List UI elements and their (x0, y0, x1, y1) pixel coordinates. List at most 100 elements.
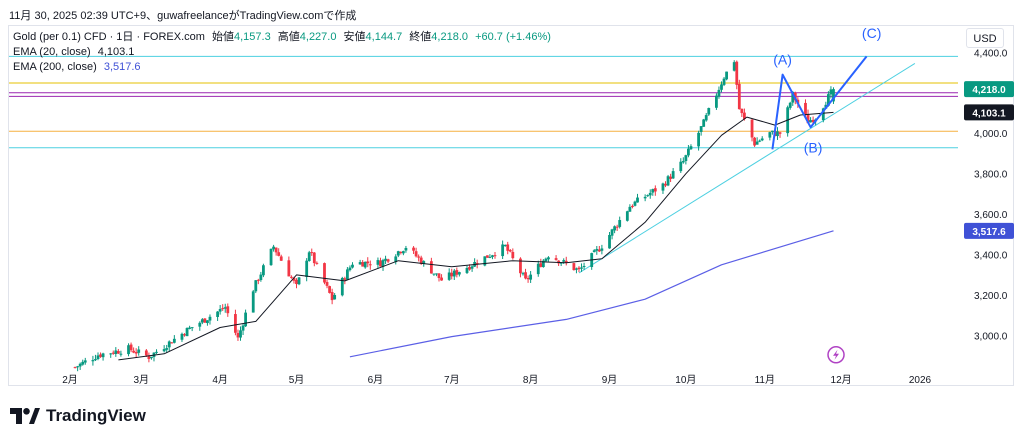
candle-body (226, 306, 230, 314)
candle (770, 130, 774, 135)
candle (376, 257, 380, 269)
candle (740, 108, 744, 118)
y-tick-label: 3,000.0 (974, 332, 1008, 343)
legend-ema20-row[interactable]: EMA (20, close) 4,103.1 (13, 46, 135, 58)
candle (526, 275, 530, 283)
candle (457, 271, 461, 277)
candle-body (292, 277, 296, 281)
candle-body (368, 264, 372, 266)
candle-body (396, 251, 400, 256)
x-tick-label: 12月 (831, 374, 852, 386)
candle (399, 251, 403, 255)
candle-body (358, 262, 362, 265)
candle (725, 71, 728, 81)
candle-body (315, 262, 319, 264)
candle (829, 86, 833, 99)
candle (307, 250, 311, 262)
candle-body (804, 102, 807, 115)
candle (272, 244, 275, 252)
candle (297, 277, 301, 286)
candle (381, 258, 385, 271)
candle-body (170, 342, 174, 344)
candle-body (664, 183, 667, 186)
candle-body (333, 294, 337, 300)
candle-body (577, 267, 581, 270)
candle-body (101, 353, 105, 358)
chart-legend: Gold (per 0.1) CFD · 1日 · FOREX.com 始値4,… (13, 30, 551, 75)
candle-body (119, 353, 123, 355)
candle (144, 349, 148, 357)
currency-selector[interactable]: USD (966, 28, 1004, 48)
candle-body (689, 146, 693, 150)
trendline (578, 62, 916, 274)
x-tick-label: 9月 (602, 374, 618, 386)
candle-body (488, 256, 492, 258)
candle-body (127, 345, 130, 355)
flash-icon-ring (827, 346, 845, 364)
candle (524, 268, 527, 280)
x-tick-label: 4月 (212, 374, 228, 386)
candle-body (272, 246, 275, 250)
candle (592, 249, 596, 253)
candle-body (753, 137, 756, 146)
candle (618, 216, 622, 229)
open-value: 4,157.3 (234, 31, 271, 43)
x-tick-label: 5月 (289, 374, 305, 386)
candle (503, 244, 507, 247)
candle (129, 342, 133, 353)
candle (236, 329, 240, 341)
candle-body (826, 94, 830, 106)
candle (689, 144, 693, 150)
candle (190, 327, 194, 332)
candle-body (679, 161, 683, 172)
legend-ema200-row[interactable]: EMA (200, close) 3,517.6 (13, 61, 141, 73)
candle-body (491, 255, 494, 257)
candle-body (475, 262, 479, 265)
candle-body (501, 244, 505, 257)
y-tick-label: 4,400.0 (974, 48, 1008, 59)
candle (521, 271, 525, 276)
candle (274, 247, 278, 256)
candle (167, 340, 171, 352)
candle-body (760, 138, 764, 141)
candle-body (582, 266, 586, 268)
candle (348, 265, 352, 272)
candle (340, 276, 344, 297)
candle-body (150, 356, 153, 359)
candle-body (483, 256, 487, 266)
candle (473, 258, 477, 268)
candle (279, 254, 283, 261)
candle (600, 244, 604, 255)
candle (114, 347, 118, 357)
candle (386, 258, 390, 264)
x-tick-label: 3月 (133, 374, 149, 386)
candle-body (312, 252, 316, 264)
candle (147, 352, 151, 363)
candle (310, 248, 314, 256)
tradingview-logo[interactable]: TradingView (10, 406, 146, 426)
candle-body (239, 330, 242, 338)
candle (239, 326, 242, 341)
symbol-label[interactable]: Gold (per 0.1) CFD · 1日 · FOREX.com (13, 31, 205, 43)
candle-body (269, 248, 273, 266)
candle (221, 304, 225, 311)
candle (737, 79, 741, 110)
candle (83, 357, 87, 365)
candle-body (111, 352, 115, 354)
candle-body (223, 307, 227, 309)
candle-body (725, 71, 728, 80)
candle (562, 258, 566, 265)
candle (697, 130, 700, 151)
candle (717, 86, 721, 99)
candle-body (180, 333, 184, 340)
candle (488, 254, 492, 259)
candle-body (625, 211, 629, 221)
candle (345, 267, 349, 280)
candle (786, 105, 790, 137)
candle (180, 332, 184, 342)
candle (732, 60, 736, 72)
candle-body (295, 279, 298, 285)
candle-body (155, 351, 158, 353)
candle (681, 157, 685, 164)
